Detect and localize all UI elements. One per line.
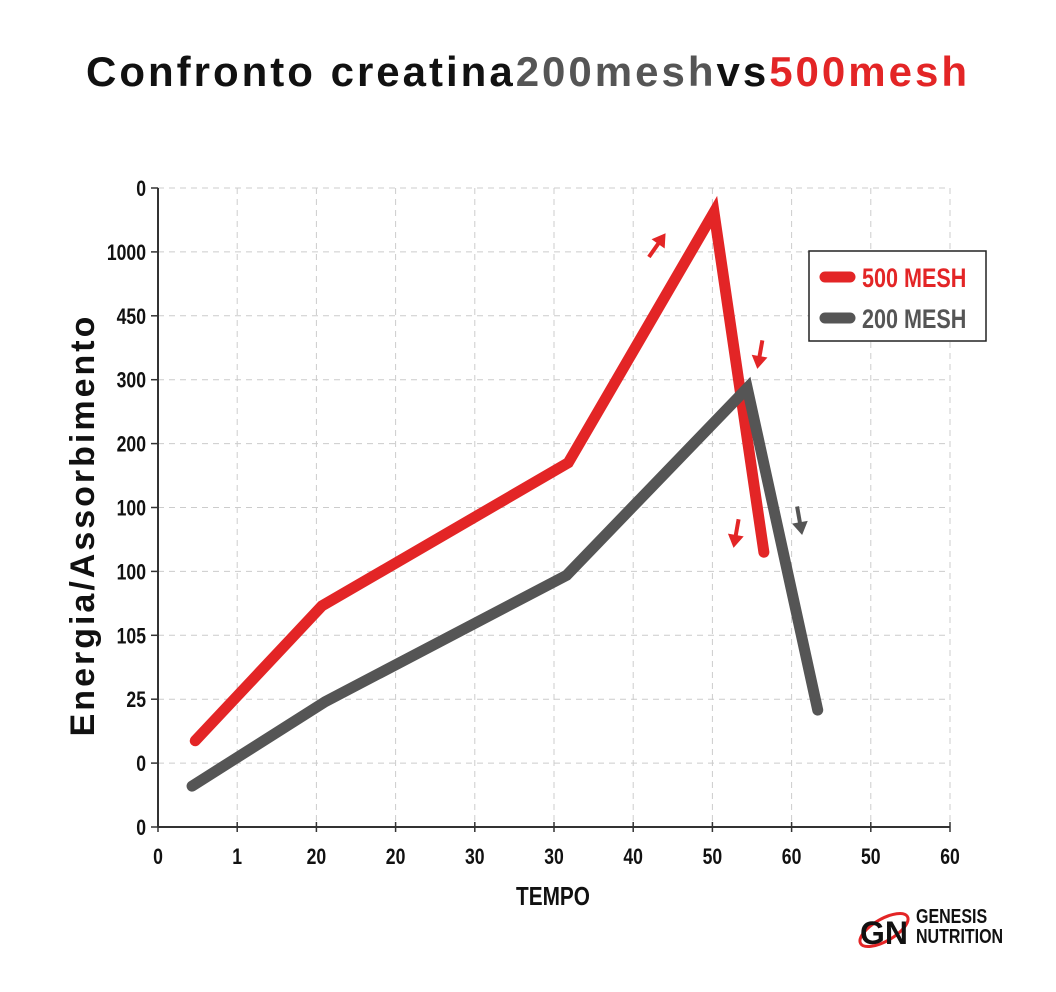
logo-line2: NUTRITION <box>916 926 1004 948</box>
annotation-arrow-up-icon <box>647 233 666 259</box>
x-tick-label: 30 <box>465 845 485 869</box>
x-tick-label: 20 <box>307 845 327 869</box>
series-line-500-mesh <box>189 195 770 747</box>
y-axis-label: Energia/Assorbimento <box>64 314 102 737</box>
logo-line1: GENESIS <box>916 906 988 928</box>
x-tick-label: 50 <box>861 845 881 869</box>
title-200mesh: 200mesh <box>515 48 717 95</box>
genesis-nutrition-logo: GN GENESIS NUTRITION <box>856 906 1016 956</box>
x-tick-label: 60 <box>782 845 802 869</box>
annotation-arrow-down-icon <box>791 506 808 536</box>
y-tick-label: 450 <box>117 305 146 329</box>
x-tick-label: 50 <box>703 845 723 869</box>
x-tick-label: 60 <box>940 845 960 869</box>
gn-logo-icon: GN <box>858 911 910 951</box>
y-tick-label: 200 <box>117 433 146 457</box>
series-line-200-mesh <box>186 376 824 792</box>
x-tick-label: 20 <box>386 845 406 869</box>
y-tick-label: 0 <box>136 177 146 201</box>
y-tick-label: 105 <box>117 625 146 649</box>
x-axis-label: TEMPO <box>516 882 590 911</box>
chart-title: Confronto creatina 200mesh vs 500mesh <box>0 48 1056 96</box>
y-tick-label: 100 <box>117 561 146 585</box>
legend-box <box>808 250 987 342</box>
y-tick-label: 1000 <box>107 241 146 265</box>
x-tick-label: 40 <box>623 845 643 869</box>
title-part: vs <box>716 48 770 95</box>
y-tick-label: 0 <box>136 816 146 840</box>
x-tick-label: 0 <box>153 845 163 869</box>
logo-mark: GN <box>860 915 908 951</box>
legend-label: 200 MESH <box>862 305 966 335</box>
y-tick-label: 300 <box>117 369 146 393</box>
y-tick-label: 0 <box>136 752 146 776</box>
x-tick-label: 30 <box>544 845 564 869</box>
legend-label: 500 MESH <box>862 264 966 294</box>
y-tick-label: 100 <box>117 497 146 521</box>
title-500mesh: 500mesh <box>769 48 970 95</box>
title-part: Confronto creatina <box>86 48 516 95</box>
x-tick-label: 1 <box>232 845 242 869</box>
annotation-arrow-down-icon <box>727 518 744 548</box>
annotation-arrow-down-icon <box>751 340 768 369</box>
y-tick-label: 25 <box>126 688 146 712</box>
